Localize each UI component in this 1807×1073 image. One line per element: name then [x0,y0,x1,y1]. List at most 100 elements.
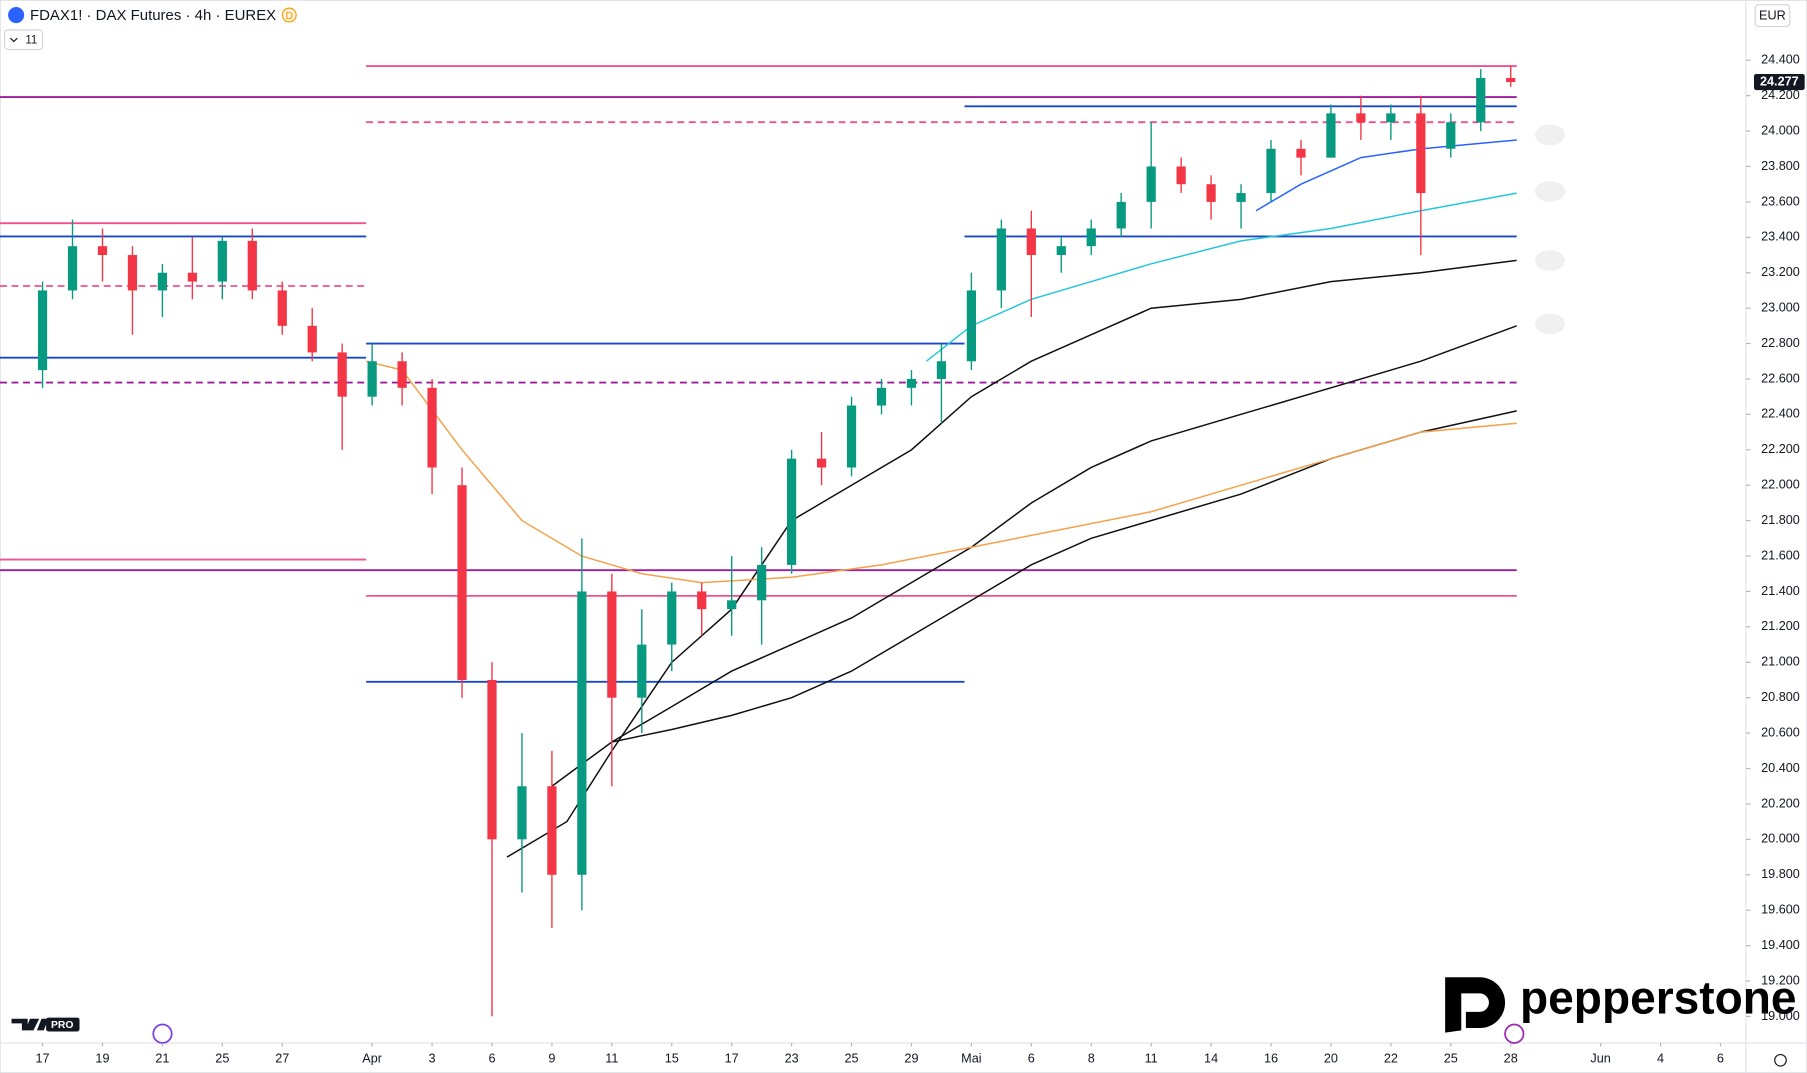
candle-body [127,255,138,291]
candle-body [697,591,707,610]
candle-body [157,272,168,291]
candle-body [1146,166,1156,202]
candle-body [787,458,797,565]
platform-badge: PRO [51,1020,73,1031]
y-tick-label: 23.800 [1761,159,1800,173]
x-tick-label: 21 [155,1051,169,1065]
candle-body [307,325,317,353]
candle-body [367,361,377,397]
candle-body [816,458,827,468]
broker-name: pepperstone [1520,972,1797,1024]
candle-body [277,290,287,326]
candle-body [1326,113,1336,158]
candle-body [1056,246,1066,256]
currency[interactable]: EUR [1759,9,1786,23]
y-tick-label: 19.000 [1761,1009,1800,1023]
x-tick-label: 28 [1504,1051,1518,1065]
y-tick-label: 20.200 [1761,796,1800,810]
y-tick-label: 23.600 [1761,194,1800,208]
last-price-label: 24.277 [1760,74,1799,88]
y-tick-label: 24.400 [1761,53,1800,67]
indicator-count[interactable]: 11 [25,34,37,46]
y-tick-label: 20.600 [1761,725,1800,739]
x-tick-label: 8 [1088,1051,1095,1065]
candle-body [1176,166,1186,185]
x-tick-label: Apr [362,1051,382,1065]
alert-icon[interactable] [1504,1023,1525,1044]
x-tick-label: 16 [1264,1051,1278,1065]
symbol-title[interactable]: FDAX1! · DAX Futures · 4h · EUREX [30,7,276,24]
candle-body [637,644,647,698]
candle-body [727,600,737,610]
settings-icon[interactable] [1774,1053,1787,1067]
candle-body [667,591,677,645]
y-tick-label: 21.800 [1761,513,1800,527]
plot-area [0,65,1517,1017]
x-tick-label: 22 [1384,1051,1398,1065]
candle-body [906,378,917,388]
x-tick-label: 6 [1028,1051,1035,1065]
y-tick-label: 24.200 [1761,88,1800,102]
y-tick-label: 19.800 [1761,867,1800,881]
indicator-handle[interactable] [1535,250,1565,271]
y-tick-label: 21.600 [1761,548,1800,562]
y-tick-label: 20.000 [1761,832,1800,846]
y-tick-label: 22.800 [1761,336,1800,350]
candle-body [996,228,1006,291]
y-tick-label: 23.000 [1761,300,1800,314]
y-tick-label: 22.200 [1761,442,1800,456]
candle-body [846,405,857,468]
indicator-handle[interactable] [1535,180,1565,202]
indicator-handle[interactable] [1535,313,1565,335]
symbol-icon[interactable] [8,6,25,24]
candle-body [1356,113,1366,123]
candle-body [487,679,497,840]
candle-body [757,564,767,601]
y-tick-label: 21.200 [1761,619,1800,633]
x-tick-label: 6 [1717,1051,1724,1065]
candle-body [217,240,227,282]
candle-body [966,290,976,362]
x-tick-label: 29 [904,1051,918,1065]
broker-logo [1445,977,1506,1033]
candle-body [1506,77,1516,83]
candle-body [936,361,947,379]
candle-body [1416,113,1426,194]
x-tick-label: 17 [725,1051,739,1065]
x-tick-label: 4 [1657,1051,1664,1065]
x-tick-label: 14 [1204,1051,1218,1065]
y-tick-label: 19.600 [1761,903,1800,917]
candle-body [1086,228,1096,247]
candle-body [1386,113,1396,123]
candle-body [876,387,887,406]
y-tick-label: 19.400 [1761,938,1800,952]
last-price-box [1753,73,1805,91]
indicator-handle[interactable] [1535,124,1565,146]
candle-body [457,485,467,680]
y-tick-label: 22.600 [1761,371,1800,385]
x-tick-label: 19 [95,1051,109,1065]
x-tick-label: Jun [1590,1051,1610,1065]
indicators-toggle[interactable] [4,29,44,51]
x-tick-label: 9 [548,1051,555,1065]
x-tick-label: 11 [1145,1051,1158,1065]
candle-body [1266,148,1276,194]
x-tick-label: 23 [785,1051,799,1065]
badge-icon [281,7,297,23]
x-tick-label: 17 [36,1051,50,1065]
candle-body [607,591,617,698]
y-tick-label: 22.400 [1761,407,1800,421]
moving-average [611,410,1517,743]
tv-badge [46,1017,80,1032]
currency-box[interactable] [1754,4,1791,28]
x-tick-label: Mai [961,1051,981,1065]
moving-average [925,192,1517,362]
candle-body [1026,228,1036,256]
candle-body [1296,148,1306,158]
y-tick-label: 23.400 [1761,230,1800,244]
x-tick-label: 25 [1444,1051,1458,1065]
candle-body [1116,201,1126,229]
candle-body [397,361,407,388]
